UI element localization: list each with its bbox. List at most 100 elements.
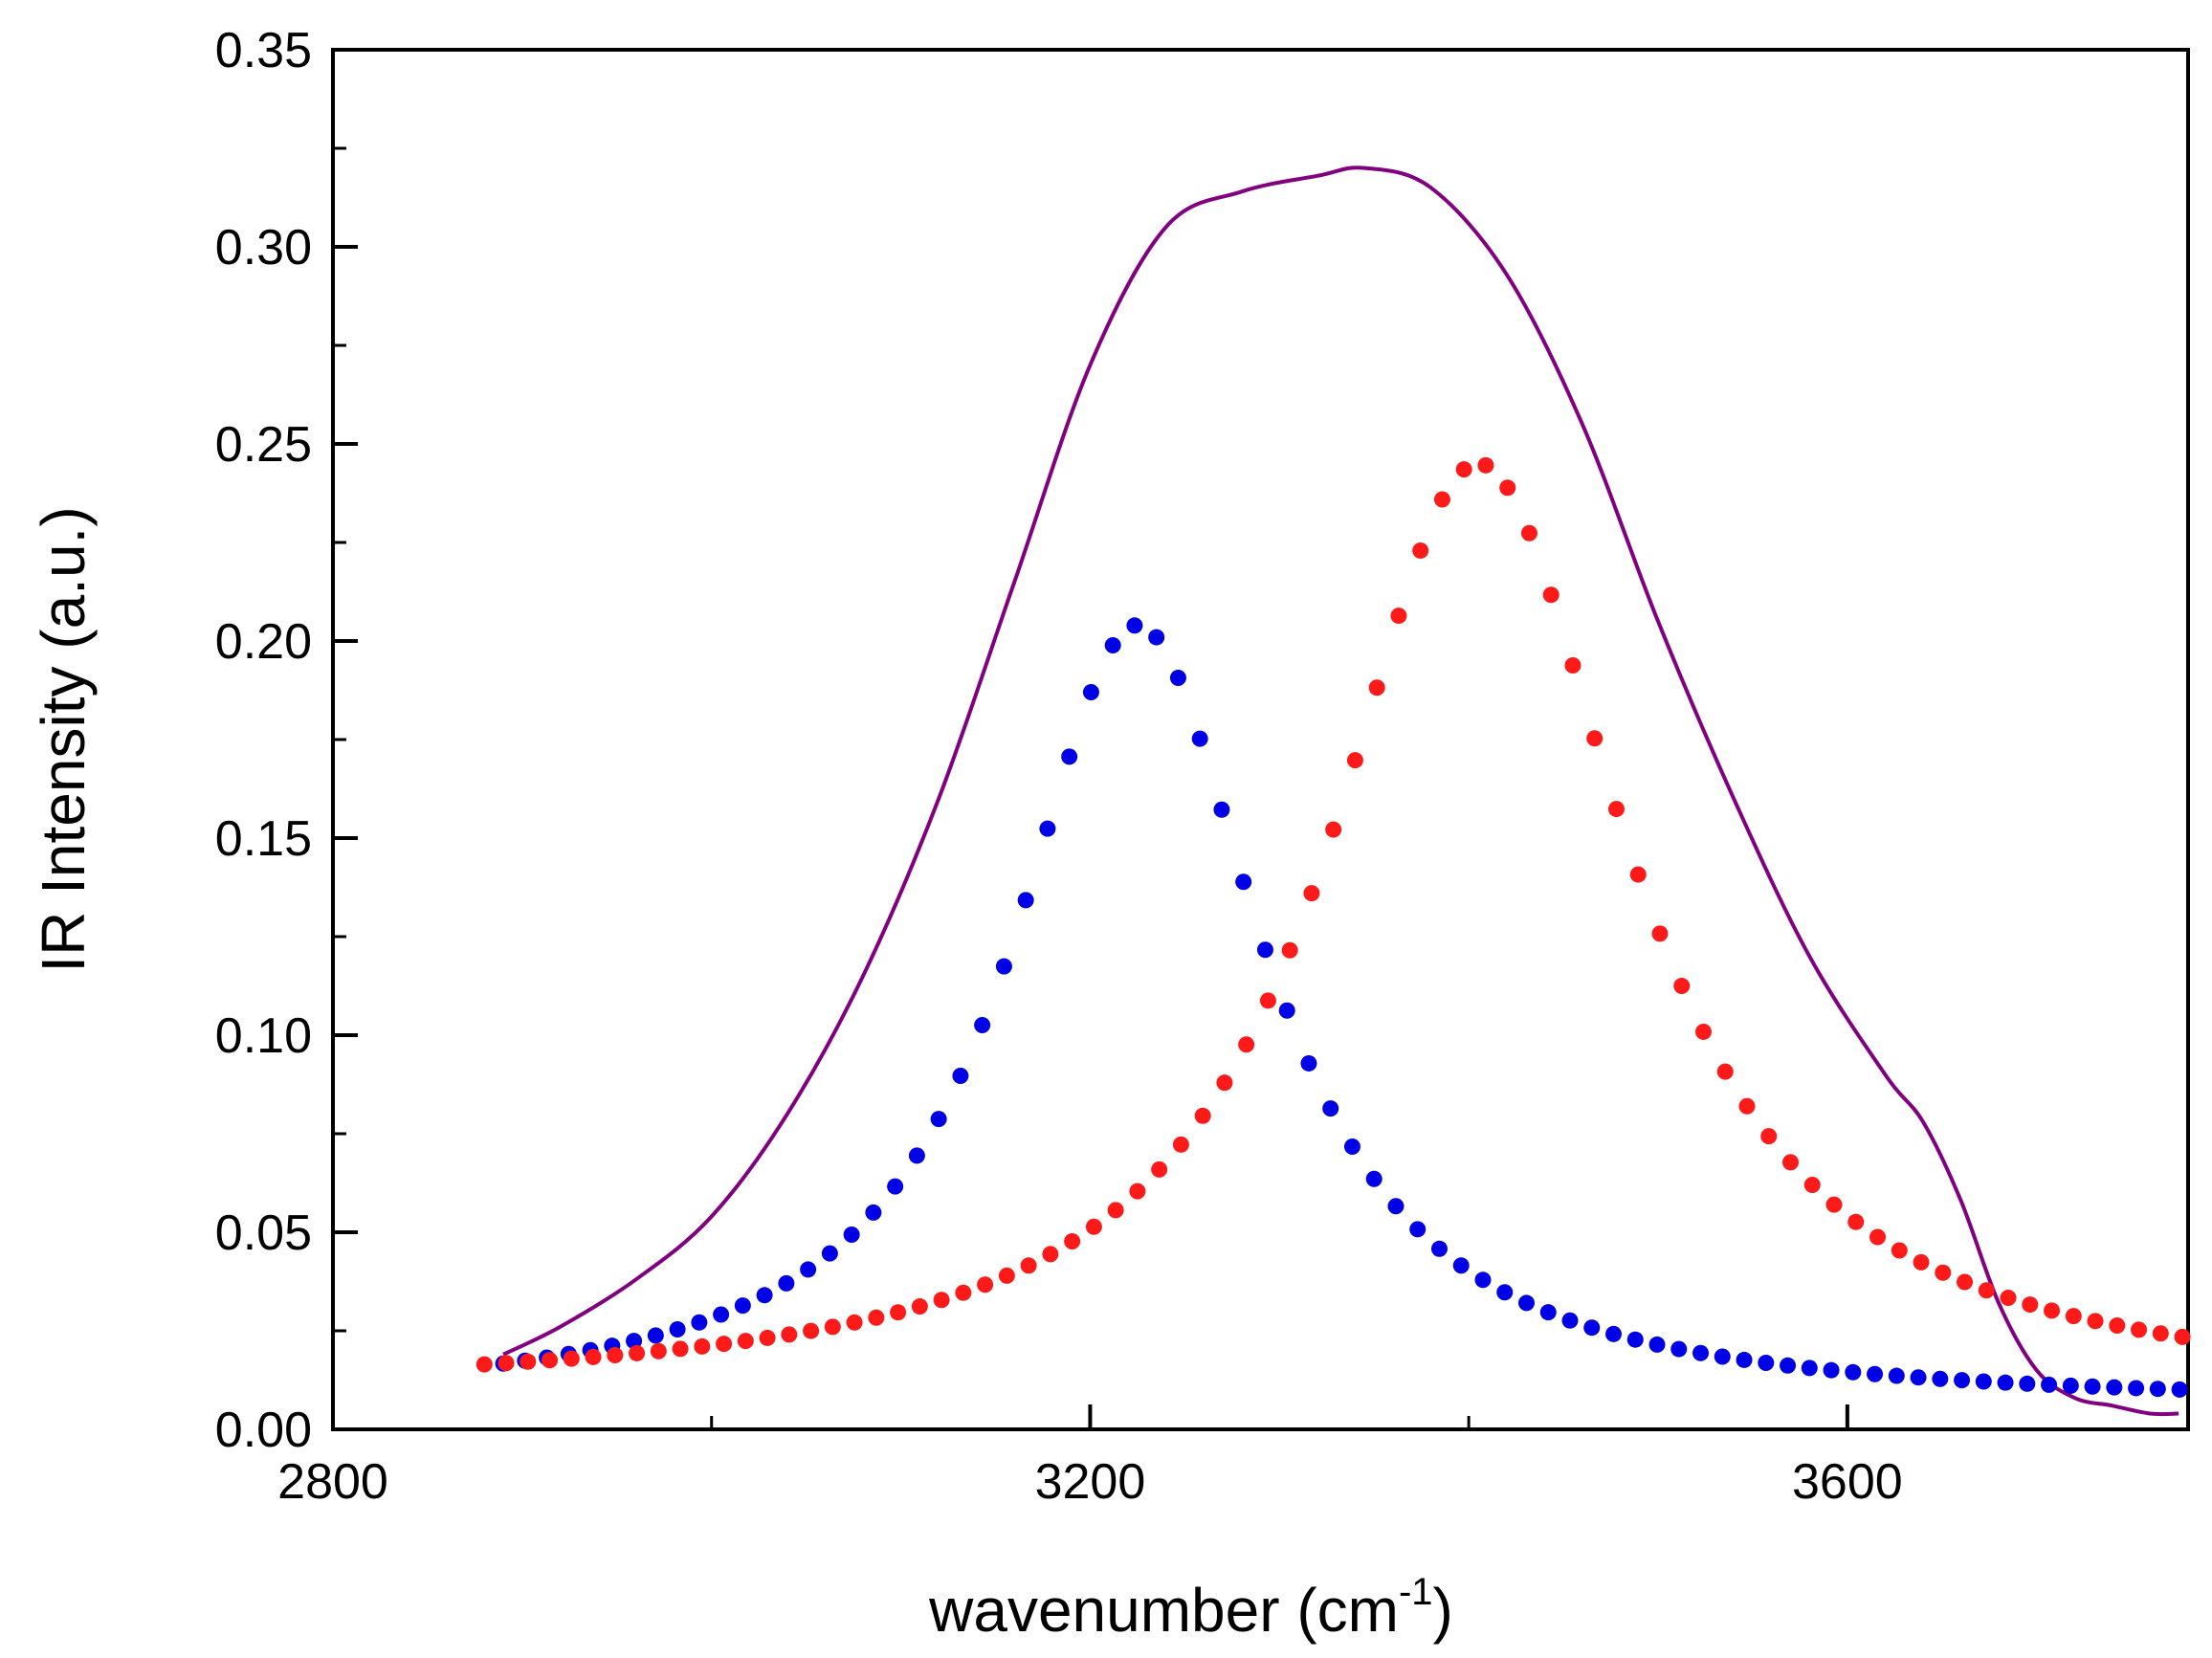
component-1-point <box>1801 1360 1818 1377</box>
component-1-point <box>2062 1377 2079 1394</box>
component-2-point <box>2000 1290 2017 1307</box>
component-1-point <box>2128 1380 2145 1397</box>
component-2-point <box>716 1336 733 1353</box>
x-axis-title: wavenumber (cm-1) <box>928 1571 1453 1645</box>
component-1-point <box>1910 1369 1927 1386</box>
component-2-dots <box>476 456 2191 1373</box>
component-2-point <box>1216 1074 1233 1092</box>
component-1-point <box>778 1274 795 1292</box>
component-1-point <box>1300 1054 1317 1072</box>
y-tick-label: 0.20 <box>215 614 312 670</box>
x-tick-label: 3600 <box>1792 1454 1903 1510</box>
component-2-point <box>1913 1253 1930 1271</box>
component-1-point <box>952 1067 969 1084</box>
component-1-point <box>1714 1348 1731 1365</box>
component-2-point <box>1107 1202 1124 1219</box>
component-1-point <box>1017 892 1034 909</box>
component-2-point <box>998 1267 1015 1284</box>
component-2-point <box>650 1342 667 1360</box>
component-1-point <box>1061 748 1078 765</box>
component-2-point <box>890 1304 907 1321</box>
component-2-point <box>955 1284 972 1301</box>
component-2-point <box>1957 1273 1974 1291</box>
component-1-point <box>1126 617 1143 634</box>
component-2-point <box>868 1309 885 1326</box>
component-1-point <box>1191 730 1208 747</box>
component-1-point <box>2019 1375 2036 1392</box>
component-2-point <box>1346 752 1363 769</box>
y-tick-label: 0.00 <box>215 1403 312 1458</box>
component-1-point <box>756 1287 773 1304</box>
component-2-point <box>1129 1183 1146 1200</box>
component-2-point <box>824 1318 841 1336</box>
component-2-point <box>2109 1317 2126 1335</box>
component-2-point <box>1564 657 1582 674</box>
y-tick-label: 0.10 <box>215 1008 312 1064</box>
y-tick-label: 0.35 <box>215 23 312 78</box>
component-1-point <box>1605 1325 1623 1342</box>
component-1-point <box>2171 1381 2188 1398</box>
component-1-point <box>908 1147 925 1164</box>
component-2-point <box>585 1348 602 1365</box>
y-tick-label: 0.30 <box>215 220 312 276</box>
component-1-point <box>1213 801 1230 818</box>
component-2-point <box>2065 1308 2082 1325</box>
component-1-point <box>1692 1344 1710 1361</box>
tick-labels: 0.00 0.05 0.10 0.15 0.20 0.25 0.30 0.35 2800 3200… <box>215 23 1903 1510</box>
component-2-point <box>1303 885 1320 902</box>
component-2-point <box>911 1298 928 1315</box>
component-2-point <box>1891 1242 1908 1259</box>
component-2-point <box>1673 978 1691 995</box>
component-2-point <box>977 1276 994 1293</box>
component-2-point <box>1238 1036 1255 1053</box>
component-2-point <box>2131 1321 2148 1338</box>
component-1-point <box>1975 1373 1992 1390</box>
component-2-point <box>1847 1213 1865 1230</box>
y-tick-label: 0.15 <box>215 811 312 867</box>
component-1-point <box>1387 1198 1405 1215</box>
component-1-point <box>1997 1374 2014 1391</box>
component-1-point <box>1256 941 1273 959</box>
component-1-point <box>626 1333 643 1350</box>
component-2-point <box>1694 1023 1712 1040</box>
component-1-point <box>865 1204 882 1221</box>
component-1-point <box>1583 1319 1601 1337</box>
component-1-point <box>1780 1357 1797 1374</box>
component-1-point <box>2106 1379 2123 1396</box>
component-2-point <box>520 1353 537 1370</box>
component-1-point <box>1474 1271 1492 1289</box>
component-1-point <box>734 1297 751 1315</box>
x-tick-label: 2800 <box>277 1454 388 1510</box>
component-1-point <box>1452 1257 1470 1274</box>
component-2-point <box>2044 1302 2061 1319</box>
component-2-point <box>1390 608 1407 625</box>
component-1-point <box>691 1314 708 1331</box>
component-1-point <box>1954 1372 1971 1389</box>
component-2-point <box>1042 1246 1059 1263</box>
total-spectrum-line <box>502 166 2179 1417</box>
component-2-point <box>607 1346 624 1363</box>
component-1-point <box>1104 637 1121 654</box>
component-1-point <box>821 1245 838 1262</box>
component-2-point <box>1325 821 1342 838</box>
component-1-point <box>1517 1294 1535 1312</box>
component-2-point <box>781 1326 798 1343</box>
component-2-point <box>1085 1218 1102 1235</box>
component-1-point <box>1670 1340 1688 1358</box>
y-tick-label: 0.05 <box>215 1205 312 1261</box>
component-2-point <box>476 1356 493 1373</box>
component-1-point <box>647 1327 664 1344</box>
component-1-point <box>1322 1100 1339 1117</box>
component-2-point <box>1869 1228 1887 1246</box>
component-1-point <box>1430 1240 1448 1257</box>
component-2-point <box>803 1322 820 1339</box>
component-2-point <box>1607 801 1625 818</box>
component-2-point <box>2022 1296 2039 1314</box>
component-2-point <box>2152 1325 2169 1342</box>
component-1-point <box>1039 820 1056 837</box>
y-axis-title: IR Intensity (a.u.) <box>29 506 98 972</box>
component-2-point <box>1151 1161 1168 1178</box>
component-2-point <box>694 1337 711 1355</box>
component-1-point <box>1626 1331 1644 1348</box>
component-2-point <box>498 1355 515 1372</box>
